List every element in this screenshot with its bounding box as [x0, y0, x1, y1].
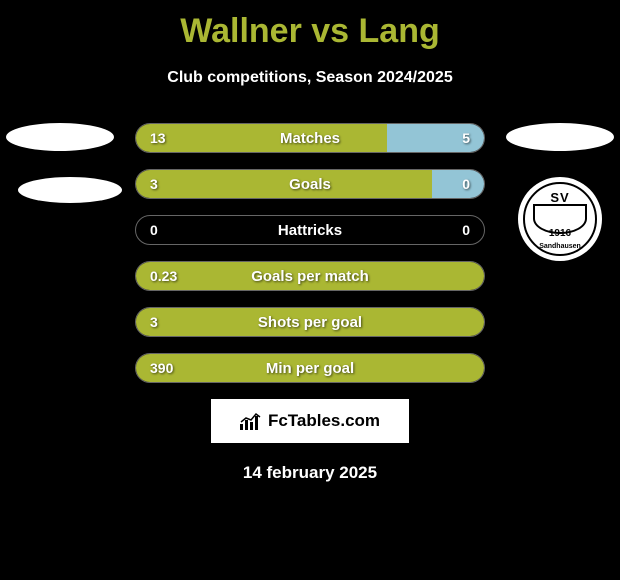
stat-value-left: 3: [150, 176, 182, 192]
stat-label: Min per goal: [266, 360, 354, 377]
stat-row: 3 Goals 0: [135, 169, 485, 199]
stat-label: Hattricks: [278, 222, 342, 239]
stat-value-left: 13: [150, 130, 182, 146]
chart-icon: [240, 412, 262, 430]
badge-bottom-text: Sandhausen: [525, 243, 595, 250]
stat-row: 0 Hattricks 0: [135, 215, 485, 245]
left-logo-ellipse-1: [6, 123, 114, 151]
stat-label: Goals per match: [251, 268, 369, 285]
right-logo-ellipse: [506, 123, 614, 151]
brand-box[interactable]: FcTables.com: [211, 399, 409, 443]
stat-value-left: 0.23: [150, 268, 182, 284]
stat-row: 0.23 Goals per match: [135, 261, 485, 291]
left-logo-ellipse-2: [18, 177, 122, 203]
page-title: Wallner vs Lang: [0, 0, 620, 51]
stat-value-left: 0: [150, 222, 182, 238]
stat-label: Matches: [280, 130, 340, 147]
badge-top-text: SV: [525, 190, 595, 205]
badge-year: 1916: [525, 228, 595, 239]
stat-value-left: 390: [150, 360, 182, 376]
stat-label: Shots per goal: [258, 314, 362, 331]
club-badge: SV 1916 Sandhausen: [518, 177, 602, 261]
stat-row: 13 Matches 5: [135, 123, 485, 153]
stat-label: Goals: [289, 176, 331, 193]
page-subtitle: Club competitions, Season 2024/2025: [0, 69, 620, 87]
stat-value-left: 3: [150, 314, 182, 330]
stat-row: 3 Shots per goal: [135, 307, 485, 337]
stats-container: 13 Matches 5 3 Goals 0 0 Hattricks 0 0.23 Goals pe…: [0, 123, 620, 383]
brand-text: FcTables.com: [268, 411, 380, 431]
date-text: 14 february 2025: [0, 463, 620, 483]
stat-row: 390 Min per goal: [135, 353, 485, 383]
stat-value-right: 0: [438, 222, 470, 238]
stat-value-right: 0: [438, 176, 470, 192]
stat-value-right: 5: [438, 130, 470, 146]
